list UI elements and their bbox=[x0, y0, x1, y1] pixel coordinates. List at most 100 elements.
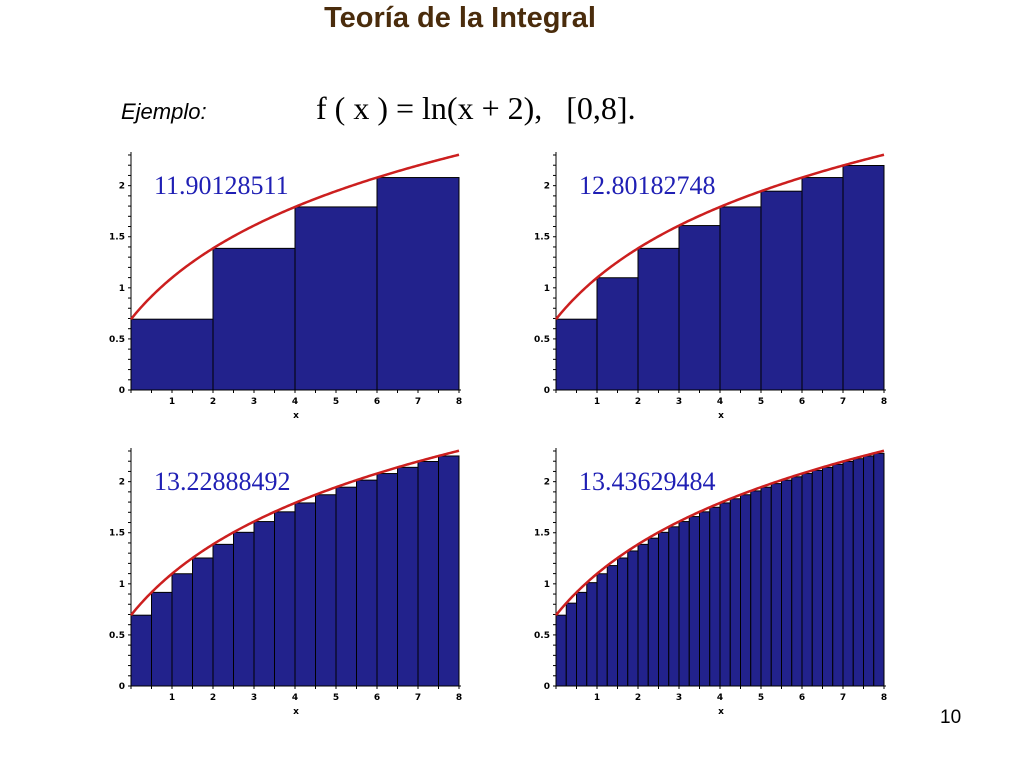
riemann-sum-value: 12.80182748 bbox=[579, 171, 716, 200]
x-tick-label: 1 bbox=[169, 693, 175, 703]
riemann-bar bbox=[688, 516, 700, 687]
x-tick-label: 6 bbox=[374, 397, 380, 407]
x-tick-label: 5 bbox=[333, 693, 339, 703]
x-tick-label: 1 bbox=[594, 693, 600, 703]
riemann-bar bbox=[760, 486, 772, 687]
x-tick-label: 8 bbox=[881, 397, 887, 407]
riemann-bar bbox=[637, 247, 680, 391]
y-tick-label: 1 bbox=[119, 580, 125, 590]
x-tick-label: 2 bbox=[210, 397, 216, 407]
riemann-bar bbox=[719, 502, 731, 687]
riemann-bar bbox=[555, 318, 598, 391]
riemann-bar bbox=[212, 247, 296, 391]
riemann-bar bbox=[668, 526, 680, 687]
riemann-bar bbox=[376, 473, 398, 687]
y-tick-label: 1.5 bbox=[534, 233, 550, 243]
riemann-bar bbox=[770, 483, 782, 687]
riemann-bar bbox=[586, 582, 598, 687]
riemann-bar bbox=[356, 479, 378, 687]
x-tick-label: 3 bbox=[676, 397, 682, 407]
riemann-bar bbox=[760, 190, 803, 391]
riemann-bar bbox=[397, 466, 419, 687]
riemann-bar bbox=[637, 543, 649, 687]
riemann-sum-value: 13.22888492 bbox=[154, 467, 291, 496]
x-tick-label: 7 bbox=[840, 693, 846, 703]
slide-number: 10 bbox=[940, 707, 962, 728]
y-tick-label: 0.5 bbox=[109, 631, 125, 641]
x-tick-label: 2 bbox=[210, 693, 216, 703]
riemann-bar bbox=[750, 490, 762, 687]
riemann-bar bbox=[192, 557, 214, 687]
riemann-bar bbox=[606, 565, 618, 687]
x-tick-label: 1 bbox=[169, 397, 175, 407]
x-tick-label: 6 bbox=[374, 693, 380, 703]
y-tick-label: 1 bbox=[544, 580, 550, 590]
riemann-bar bbox=[801, 177, 844, 391]
riemann-bar bbox=[719, 206, 762, 391]
riemann-bar bbox=[832, 463, 844, 687]
riemann-bar bbox=[617, 557, 629, 687]
y-tick-label: 0 bbox=[119, 386, 125, 396]
riemann-bar bbox=[740, 494, 752, 687]
riemann-bar bbox=[151, 591, 173, 687]
y-tick-label: 2 bbox=[544, 478, 550, 488]
riemann-bar bbox=[555, 614, 567, 687]
y-tick-label: 0.5 bbox=[534, 631, 550, 641]
riemann-bar bbox=[596, 573, 608, 687]
x-tick-label: 2 bbox=[635, 693, 641, 703]
x-tick-label: 3 bbox=[676, 693, 682, 703]
riemann-bar bbox=[729, 498, 741, 687]
function-curve bbox=[130, 153, 460, 320]
riemann-chart-16: 0 0.5 1 1.5 2 1 2 3 4 5 6 7 8 x 13.22888492 bbox=[109, 448, 462, 717]
x-tick-label: 6 bbox=[799, 693, 805, 703]
y-tick-label: 1.5 bbox=[534, 529, 550, 539]
x-tick-label: 4 bbox=[717, 693, 723, 703]
y-tick-label: 0.5 bbox=[109, 335, 125, 345]
riemann-bar bbox=[233, 531, 255, 687]
x-tick-label: 8 bbox=[456, 397, 462, 407]
y-tick-label: 2 bbox=[119, 478, 125, 488]
x-axis-label: x bbox=[718, 411, 724, 421]
riemann-sum-value: 11.90128511 bbox=[154, 171, 289, 200]
riemann-bar bbox=[647, 537, 659, 687]
riemann-bar bbox=[253, 521, 275, 687]
riemann-bar bbox=[781, 479, 793, 687]
riemann-chart-4: 0 0.5 1 1.5 2 1 2 3 4 5 6 7 8 x 11.90128511 bbox=[109, 152, 462, 421]
riemann-bar bbox=[627, 550, 639, 687]
riemann-chart-8: 0 0.5 1 1.5 2 1 2 3 4 5 6 7 8 x 12.80182748 bbox=[534, 152, 887, 421]
riemann-bar bbox=[791, 476, 803, 687]
y-tick-label: 0 bbox=[544, 682, 550, 692]
riemann-bar bbox=[130, 614, 152, 687]
x-tick-label: 4 bbox=[292, 397, 298, 407]
slide-title: Teoría de la Integral bbox=[324, 2, 596, 34]
riemann-bar bbox=[811, 469, 823, 687]
riemann-bar bbox=[678, 225, 721, 391]
y-tick-label: 1 bbox=[119, 284, 125, 294]
x-tick-label: 7 bbox=[840, 397, 846, 407]
riemann-bar bbox=[171, 573, 193, 687]
x-axis-label: x bbox=[293, 707, 299, 717]
riemann-bar bbox=[576, 591, 588, 687]
x-tick-label: 6 bbox=[799, 397, 805, 407]
x-tick-label: 8 bbox=[456, 693, 462, 703]
y-tick-label: 0 bbox=[544, 386, 550, 396]
riemann-bar bbox=[699, 511, 711, 687]
x-tick-label: 8 bbox=[881, 693, 887, 703]
riemann-bar bbox=[335, 486, 357, 687]
x-tick-label: 3 bbox=[251, 693, 257, 703]
y-tick-label: 2 bbox=[119, 182, 125, 192]
x-tick-label: 2 bbox=[635, 397, 641, 407]
x-tick-label: 4 bbox=[292, 693, 298, 703]
riemann-bar bbox=[315, 494, 337, 687]
x-tick-label: 3 bbox=[251, 397, 257, 407]
riemann-bar bbox=[438, 455, 460, 687]
y-tick-label: 1 bbox=[544, 284, 550, 294]
riemann-bar bbox=[294, 502, 316, 687]
y-tick-label: 1.5 bbox=[109, 529, 125, 539]
x-axis-label: x bbox=[718, 707, 724, 717]
riemann-bar bbox=[130, 318, 214, 391]
y-tick-label: 0.5 bbox=[534, 335, 550, 345]
x-tick-label: 5 bbox=[333, 397, 339, 407]
riemann-bar bbox=[863, 455, 875, 687]
riemann-sum-value: 13.43629484 bbox=[579, 467, 716, 496]
